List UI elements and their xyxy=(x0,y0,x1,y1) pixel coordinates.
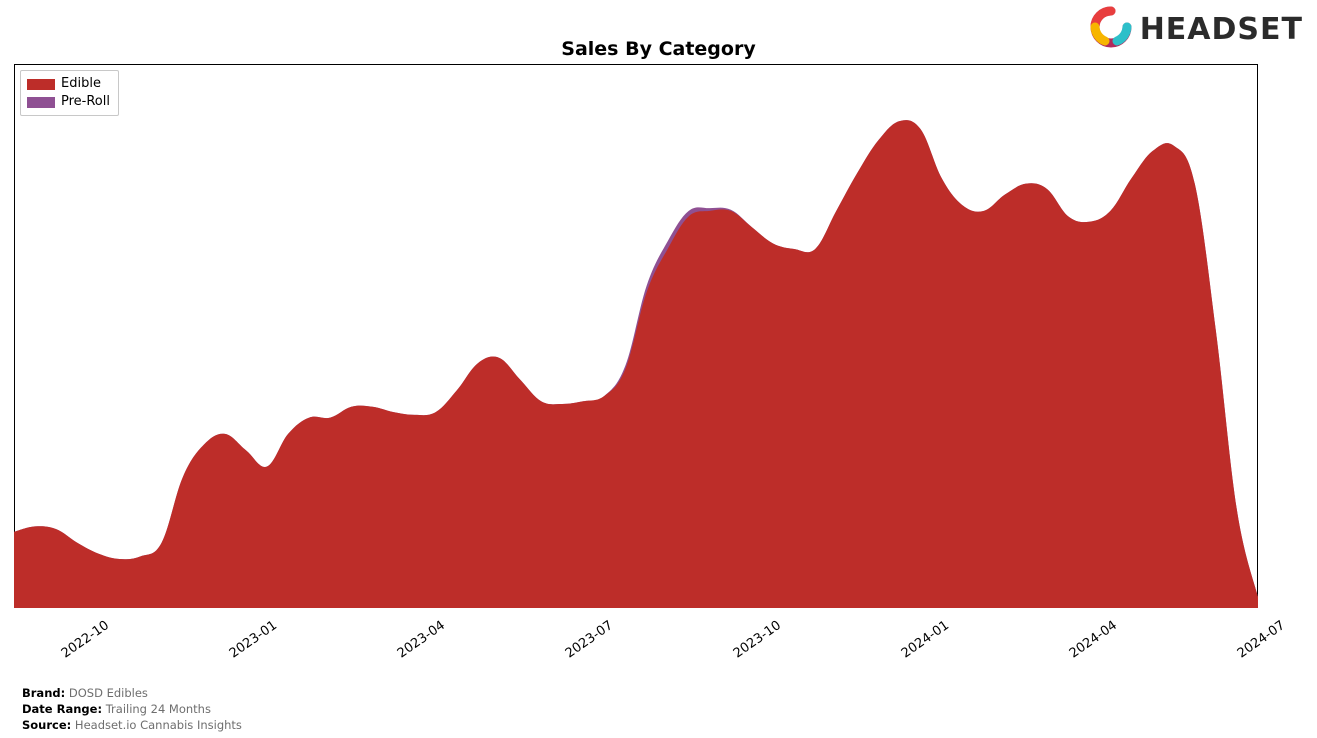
x-tick-label: 2023-04 xyxy=(395,618,448,661)
legend-item-preroll: Pre-Roll xyxy=(27,93,110,111)
brand-logo: HEADSET xyxy=(1090,6,1303,52)
brand-logo-text: HEADSET xyxy=(1140,12,1303,47)
meta-date-range: Date Range: Trailing 24 Months xyxy=(22,702,211,716)
legend-item-edible: Edible xyxy=(27,75,110,93)
x-tick-label: 2023-10 xyxy=(731,618,784,661)
x-tick-label: 2023-07 xyxy=(563,618,616,661)
headset-logo-icon xyxy=(1090,6,1132,52)
x-tick-label: 2022-10 xyxy=(59,618,112,661)
meta-source: Source: Headset.io Cannabis Insights xyxy=(22,718,242,732)
legend-label-preroll: Pre-Roll xyxy=(61,93,110,111)
legend-label-edible: Edible xyxy=(61,75,101,93)
x-tick-label: 2024-04 xyxy=(1067,618,1120,661)
legend-swatch-preroll xyxy=(27,97,55,108)
area-chart xyxy=(14,64,1258,608)
x-tick-label: 2024-01 xyxy=(899,618,952,661)
legend: Edible Pre-Roll xyxy=(20,70,119,116)
x-tick-label: 2024-07 xyxy=(1234,618,1287,661)
legend-swatch-edible xyxy=(27,79,55,90)
x-tick-label: 2023-01 xyxy=(227,618,280,661)
meta-brand: Brand: DOSD Edibles xyxy=(22,686,148,700)
